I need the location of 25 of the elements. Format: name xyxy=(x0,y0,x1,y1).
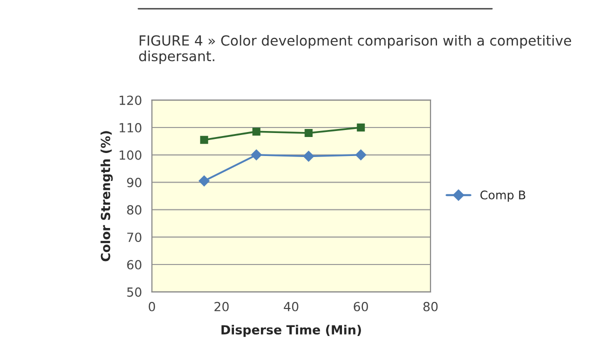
point xyxy=(303,150,314,162)
point xyxy=(304,128,313,137)
point xyxy=(252,128,260,136)
y-tick-label: 60 xyxy=(127,260,142,270)
point xyxy=(198,176,210,186)
y-tick-label: 110 xyxy=(120,122,142,132)
y-tick-label: 90 xyxy=(127,178,142,188)
y-tick-label: 70 xyxy=(127,232,142,242)
point xyxy=(250,149,262,160)
y-tick-label: 120 xyxy=(120,96,142,106)
y-tick-label: 80 xyxy=(127,205,142,215)
y-axis-title: Color Strength (%) xyxy=(100,131,113,262)
x-tick-label: 60 xyxy=(354,302,368,312)
point xyxy=(355,149,366,160)
x-tick-label: 80 xyxy=(423,302,438,312)
x-tick-label: 20 xyxy=(214,302,229,312)
chart-title: FIGURE 4 » Color development comparison with a competitive dispersant. xyxy=(139,35,572,64)
y-tick-label: 100 xyxy=(120,150,142,160)
point xyxy=(200,136,208,144)
point xyxy=(356,124,365,132)
x-tick-label: 0 xyxy=(148,302,156,312)
y-tick-label: 50 xyxy=(127,287,142,297)
legend-label: Comp B xyxy=(480,190,526,202)
x-axis-title: Disperse Time (Min) xyxy=(222,324,361,337)
x-tick-label: 40 xyxy=(284,302,298,312)
